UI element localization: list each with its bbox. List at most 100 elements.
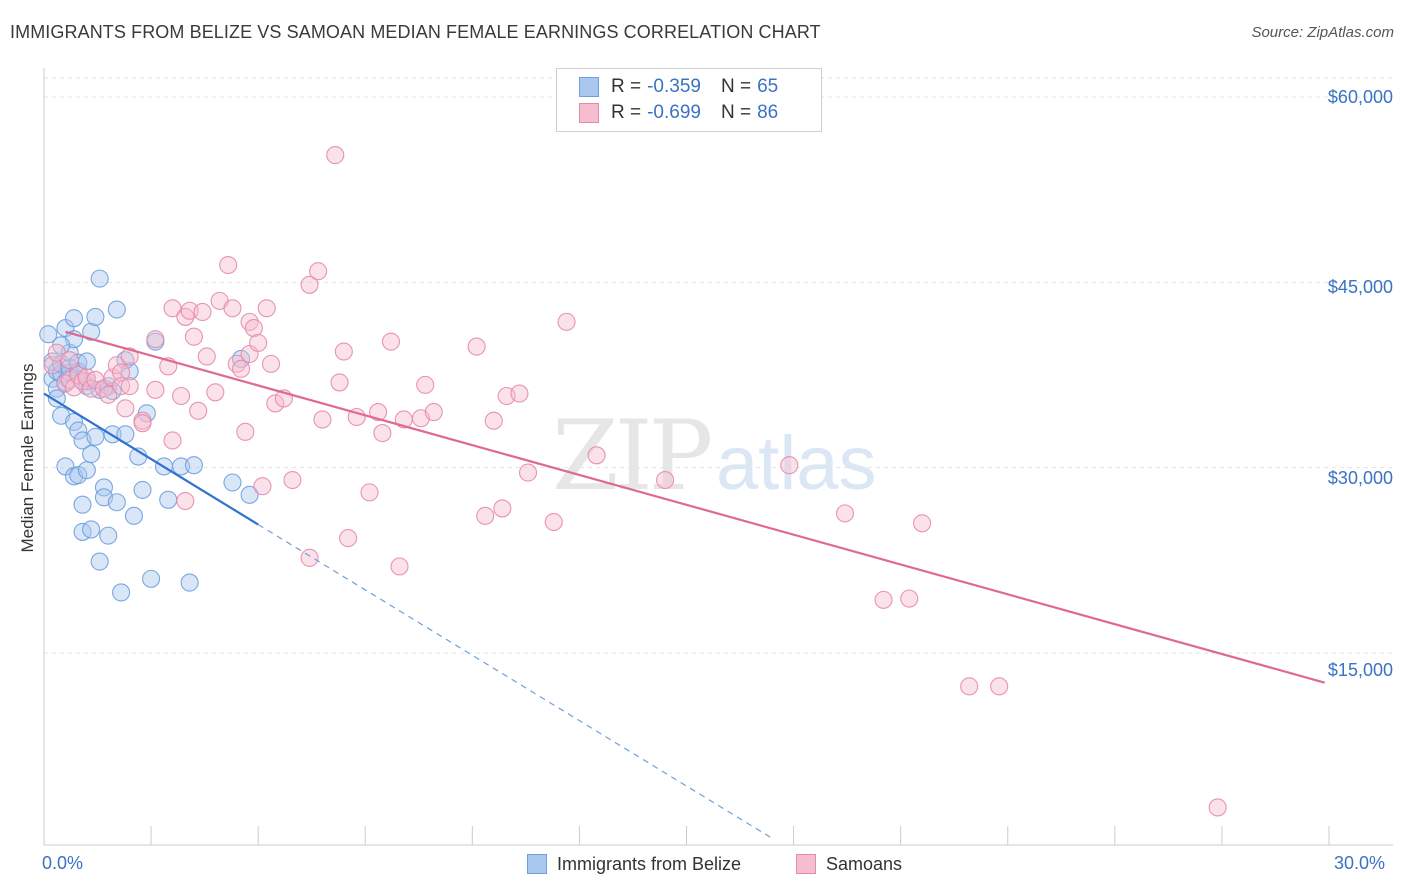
series-swatch-belize <box>527 854 547 874</box>
point-belize-36 <box>90 552 109 571</box>
point-samoans-75 <box>510 384 529 403</box>
point-belize-29 <box>82 520 101 539</box>
point-samoans-58 <box>334 342 353 361</box>
point-belize-30 <box>82 445 101 464</box>
point-belize-49 <box>124 506 143 525</box>
point-samoans-87 <box>990 677 1009 696</box>
point-samoans-86 <box>960 677 979 696</box>
point-belize-43 <box>107 300 126 319</box>
legend-r-label: R = <box>611 76 642 97</box>
y-tick-label-45000: $45,000 <box>1327 277 1393 297</box>
point-samoans-61 <box>360 483 379 502</box>
point-samoans-33 <box>193 302 212 322</box>
point-samoans-15 <box>112 363 131 382</box>
point-samoans-35 <box>206 383 225 402</box>
point-samoans-40 <box>231 359 251 378</box>
point-samoans-19 <box>120 377 139 396</box>
point-samoans-46 <box>253 477 272 496</box>
point-samoans-38 <box>223 299 242 318</box>
point-samoans-88 <box>1208 798 1227 817</box>
series-label-belize: Immigrants from Belize <box>557 853 742 874</box>
point-belize-19 <box>69 421 88 440</box>
legend-r-value: -0.699 <box>647 102 701 123</box>
trendline-belize-extension <box>257 523 773 839</box>
legend-swatch-samoans <box>579 103 599 123</box>
point-belize-59 <box>184 456 203 475</box>
correlation-legend: R = -0.359 N = 65 R = -0.699 N = 86 <box>556 68 822 132</box>
point-samoans-32 <box>189 401 208 420</box>
point-belize-62 <box>240 485 259 504</box>
point-belize-21 <box>69 466 88 485</box>
legend-n-label: N = <box>720 76 752 97</box>
trendline-samoans <box>65 330 1326 684</box>
point-samoans-82 <box>835 504 855 523</box>
point-samoans-22 <box>146 380 165 399</box>
point-samoans-79 <box>587 446 606 465</box>
series-label-samoans: Samoans <box>826 853 903 874</box>
point-samoans-30 <box>180 301 199 320</box>
point-samoans-18 <box>120 347 139 366</box>
point-belize-23 <box>73 495 92 514</box>
point-samoans-37 <box>219 255 238 275</box>
point-samoans-77 <box>544 512 563 532</box>
x-tick-label-min: 0.0% <box>42 853 84 873</box>
point-samoans-65 <box>390 557 409 576</box>
point-samoans-76 <box>518 463 538 482</box>
point-samoans-44 <box>244 318 263 338</box>
point-samoans-47 <box>257 299 276 318</box>
point-belize-17 <box>64 309 84 328</box>
point-belize-51 <box>133 480 152 499</box>
point-samoans-34 <box>197 347 216 366</box>
point-samoans-12 <box>99 385 118 404</box>
series-legend-samoans: Samoans <box>796 852 902 876</box>
point-belize-45 <box>112 583 131 602</box>
legend-n-label: N = <box>720 102 752 123</box>
point-samoans-51 <box>283 470 302 490</box>
y-axis-title: Median Female Earnings <box>18 363 37 553</box>
point-belize-28 <box>77 461 96 480</box>
point-samoans-72 <box>484 411 503 430</box>
point-belize-32 <box>86 427 105 446</box>
point-belize-56 <box>159 490 178 509</box>
y-tick-label-60000: $60,000 <box>1327 87 1393 107</box>
legend-n-value: 86 <box>757 102 779 123</box>
point-samoans-54 <box>309 262 328 281</box>
point-samoans-81 <box>780 456 799 475</box>
point-samoans-45 <box>249 333 268 352</box>
chart-title: IMMIGRANTS FROM BELIZE VS SAMOAN MEDIAN … <box>10 22 821 42</box>
trendline-belize <box>43 392 259 526</box>
legend-r-label: R = <box>611 102 642 123</box>
point-samoans-69 <box>424 403 443 422</box>
point-belize-34 <box>90 269 109 288</box>
point-samoans-27 <box>172 386 191 406</box>
point-samoans-53 <box>300 275 319 294</box>
series-legend-belize: Immigrants from Belize <box>527 852 741 876</box>
point-samoans-73 <box>493 499 512 518</box>
legend-n-value: 65 <box>757 76 779 97</box>
point-samoans-26 <box>163 431 182 450</box>
point-belize-37 <box>94 478 114 497</box>
point-samoans-83 <box>874 590 893 609</box>
point-belize-53 <box>142 569 161 588</box>
point-samoans-78 <box>557 312 576 331</box>
legend-swatch-belize <box>579 77 599 97</box>
point-samoans-41 <box>236 422 255 441</box>
point-samoans-85 <box>913 514 932 533</box>
point-samoans-59 <box>339 529 358 548</box>
point-samoans-49 <box>266 394 285 413</box>
point-samoans-70 <box>467 337 486 356</box>
y-tick-label-30000: $30,000 <box>1327 468 1393 488</box>
point-belize-16 <box>64 412 84 432</box>
point-belize-57 <box>172 457 191 476</box>
point-samoans-21 <box>133 414 152 433</box>
point-samoans-48 <box>261 354 281 373</box>
point-belize-39 <box>99 526 118 545</box>
point-samoans-9 <box>82 379 101 398</box>
point-samoans-3 <box>60 351 79 370</box>
source-credit: Source: ZipAtlas.com <box>1251 24 1394 41</box>
point-samoans-56 <box>326 146 345 165</box>
watermark-atlas: atlas <box>716 421 877 506</box>
x-tick-label-max: 30.0% <box>1334 853 1386 873</box>
point-belize-44 <box>107 493 126 512</box>
point-belize-31 <box>82 322 101 341</box>
